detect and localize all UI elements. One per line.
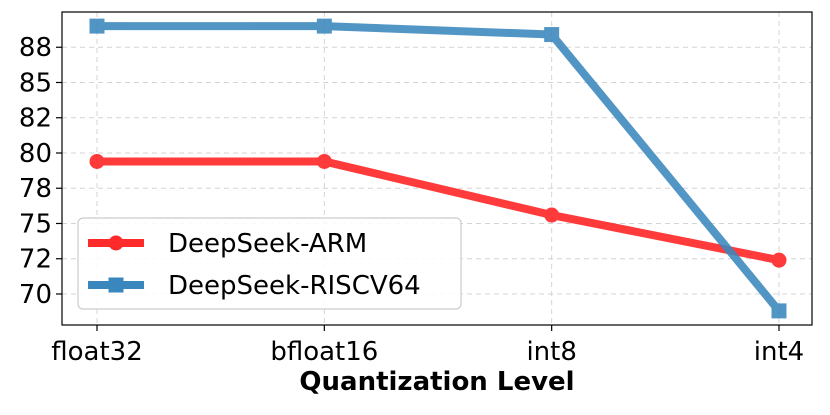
legend-label: DeepSeek-RISCV64 [168, 271, 421, 301]
series-line [97, 22, 783, 314]
data-point [316, 18, 332, 34]
legend-box [77, 217, 462, 310]
x-axis-title: Quantization Level [299, 367, 574, 397]
data-point [771, 252, 787, 268]
series-deepseek-arm [89, 153, 787, 268]
y-tick-label: 85 [19, 68, 52, 98]
legend-item: DeepSeek-ARM [88, 229, 367, 259]
legend: DeepSeek-ARM DeepSeek-RISCV64 [77, 217, 462, 310]
x-axis: float32 bfloat16 int8 int4 [51, 325, 804, 367]
plot-frame [61, 11, 813, 326]
series-deepseek-riscv64 [89, 18, 787, 319]
data-point [89, 18, 105, 34]
y-tick-label: 70 [19, 280, 52, 310]
y-tick-label: 88 [19, 33, 52, 63]
data-point [316, 153, 332, 169]
y-tick-label: 82 [19, 104, 52, 134]
legend-marker [108, 235, 124, 251]
x-tick-label: bfloat16 [270, 337, 378, 367]
x-tick-label: float32 [51, 337, 143, 367]
y-tick-label: 75 [19, 209, 52, 239]
series-layer [89, 18, 787, 319]
x-tick-label: int4 [754, 337, 804, 367]
y-axis: 70 72 75 78 80 82 85 88 [19, 33, 62, 310]
legend-label: DeepSeek-ARM [168, 229, 367, 259]
data-point [544, 207, 560, 223]
y-tick-label: 78 [19, 174, 52, 204]
legend-marker [108, 277, 124, 293]
legend-item: DeepSeek-RISCV64 [88, 271, 421, 301]
data-point [89, 153, 105, 169]
series-line [97, 157, 780, 265]
y-tick-label: 72 [19, 245, 52, 275]
data-point [771, 303, 787, 319]
y-tick-label: 80 [19, 139, 52, 169]
data-point [544, 27, 560, 43]
x-tick-label: int8 [526, 337, 576, 367]
